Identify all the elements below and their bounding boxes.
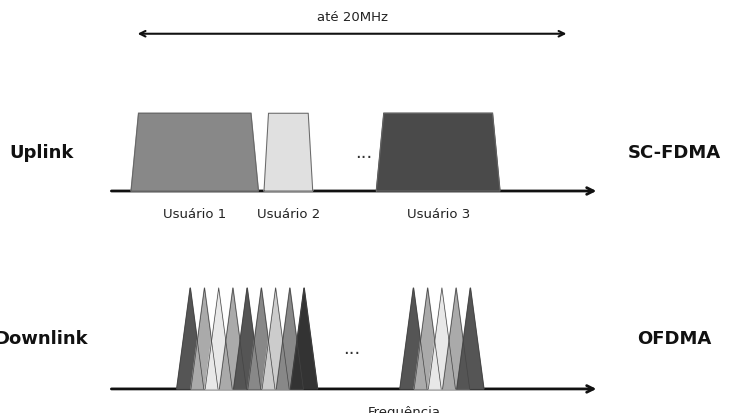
Text: Downlink: Downlink	[0, 330, 88, 348]
Polygon shape	[276, 288, 303, 389]
Polygon shape	[291, 288, 318, 389]
Text: até 20MHz: até 20MHz	[317, 11, 387, 24]
Polygon shape	[443, 288, 470, 389]
Text: Usuário 3: Usuário 3	[407, 208, 470, 221]
Polygon shape	[248, 288, 275, 389]
Polygon shape	[457, 288, 484, 389]
Polygon shape	[428, 288, 455, 389]
Text: SC-FDMA: SC-FDMA	[628, 144, 721, 162]
Polygon shape	[400, 288, 427, 389]
Text: OFDMA: OFDMA	[637, 330, 712, 348]
Text: Uplink: Uplink	[9, 144, 73, 162]
Polygon shape	[131, 114, 258, 192]
Polygon shape	[264, 114, 313, 192]
Polygon shape	[262, 288, 289, 389]
Text: ...: ...	[354, 144, 372, 162]
Text: Usuário 2: Usuário 2	[257, 208, 320, 221]
Text: Usuário 1: Usuário 1	[163, 208, 226, 221]
Polygon shape	[414, 288, 441, 389]
Polygon shape	[191, 288, 218, 389]
Polygon shape	[219, 288, 246, 389]
Polygon shape	[177, 288, 204, 389]
Text: Frequência: Frequência	[368, 405, 441, 413]
Polygon shape	[205, 288, 232, 389]
Text: ...: ...	[343, 339, 361, 358]
Polygon shape	[234, 288, 261, 389]
Polygon shape	[376, 114, 500, 192]
